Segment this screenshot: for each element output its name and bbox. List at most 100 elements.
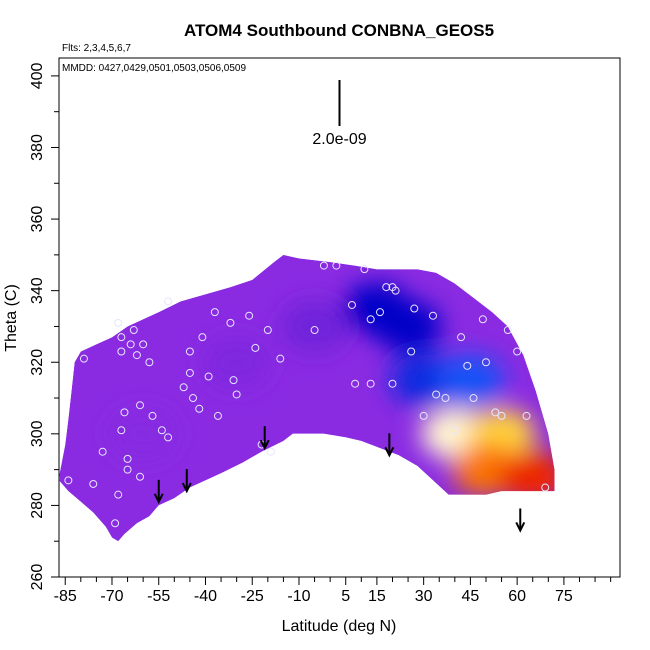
sample-point [123, 465, 132, 474]
sample-point [114, 318, 123, 327]
sample-point [245, 311, 254, 320]
y-tick-label: 380 [29, 134, 46, 161]
sample-point [513, 347, 522, 356]
field-cell [374, 300, 443, 353]
field-cell [436, 354, 505, 407]
sample-point [382, 283, 391, 292]
sample-point [391, 286, 400, 295]
sample-point [136, 472, 145, 481]
sample-point [351, 379, 360, 388]
sample-point [89, 479, 98, 488]
field-cells [109, 282, 555, 503]
field-layer [59, 254, 555, 542]
sample-point [64, 476, 73, 485]
y-tick-label: 320 [29, 349, 46, 376]
sample-point [185, 368, 194, 377]
x-tick-label: -55 [147, 588, 170, 605]
sample-point [450, 426, 459, 435]
y-tick-label: 300 [29, 420, 46, 447]
x-tick-label: 15 [368, 588, 386, 605]
y-tick-label: 340 [29, 277, 46, 304]
sample-point [429, 311, 437, 320]
x-tick-label: 45 [462, 588, 480, 605]
sample-point [114, 490, 123, 499]
y-tick-label: 400 [29, 62, 46, 89]
x-tick-label: -10 [287, 588, 310, 605]
y-tick-label: 280 [29, 492, 46, 519]
sample-point [481, 358, 490, 367]
x-tick-label: 30 [415, 588, 433, 605]
sample-point [139, 340, 148, 349]
chart-title: ATOM4 Southbound CONBNA_GEOS5 [184, 21, 494, 40]
field-cell [498, 450, 555, 503]
sample-point [388, 379, 397, 388]
sample-points [64, 261, 550, 528]
sample-point [123, 454, 132, 463]
sample-point [179, 383, 188, 392]
x-tick-label: -40 [194, 588, 217, 605]
sample-point [204, 372, 213, 381]
y-axis: 260 280 300 320 340 360 380 400 [29, 62, 59, 590]
field-cell [109, 407, 178, 460]
sample-point [145, 358, 154, 367]
sample-point [126, 340, 135, 349]
sample-point [463, 361, 472, 370]
sample-point [541, 483, 550, 492]
sample-point [469, 394, 478, 403]
x-tick-label: -25 [241, 588, 264, 605]
y-tick-label: 360 [29, 206, 46, 233]
sample-point [251, 343, 260, 352]
sample-point [226, 318, 235, 327]
down-arrow [181, 469, 192, 494]
sample-point [497, 411, 506, 420]
down-arrow [153, 479, 164, 505]
sample-point [117, 347, 126, 356]
sample-point [117, 426, 126, 435]
sample-point [441, 394, 450, 403]
sample-point [419, 411, 428, 420]
sample-point [276, 354, 285, 363]
plot-area: 2.0e-09 [58, 57, 621, 578]
y-axis-label: Theta (C) [3, 284, 20, 352]
sample-point [98, 447, 107, 456]
down-arrow [259, 426, 270, 451]
sample-point [132, 351, 141, 360]
sample-point [232, 390, 241, 399]
sample-point [229, 376, 238, 385]
y-tick-label: 260 [29, 564, 46, 591]
sample-point [332, 261, 341, 270]
sample-point [522, 411, 531, 420]
x-tick-label: 60 [508, 588, 526, 605]
sample-point [432, 390, 441, 399]
sample-point [195, 404, 204, 413]
sample-point [263, 326, 272, 335]
sample-point [120, 408, 129, 417]
sample-point [148, 411, 157, 420]
sample-point [164, 297, 173, 306]
sample-point [210, 308, 219, 317]
sample-point [111, 519, 120, 528]
down-arrow [515, 508, 526, 533]
down-arrow [384, 433, 395, 458]
sample-point [157, 426, 166, 435]
sample-point [503, 326, 512, 335]
sample-point [366, 315, 375, 324]
flights-note: Flts: 2,3,4,5,6,7 [62, 43, 131, 54]
sample-point [185, 347, 194, 356]
sample-point [136, 401, 145, 410]
sample-point [266, 447, 275, 456]
sample-point [117, 333, 126, 342]
x-axis-label: Latitude (deg N) [282, 618, 397, 635]
sample-point [457, 333, 466, 342]
x-axis: -85 -70 -55 -40 -25 -10 5 15 30 45 60 75 [54, 577, 612, 605]
sample-point [213, 411, 222, 420]
field-cell [202, 336, 271, 389]
sample-point [198, 333, 207, 342]
sample-point [79, 354, 88, 363]
sample-point [189, 394, 198, 403]
sample-point [347, 300, 356, 309]
arrows [153, 426, 526, 533]
sample-point [129, 326, 138, 335]
sample-point [310, 326, 319, 335]
